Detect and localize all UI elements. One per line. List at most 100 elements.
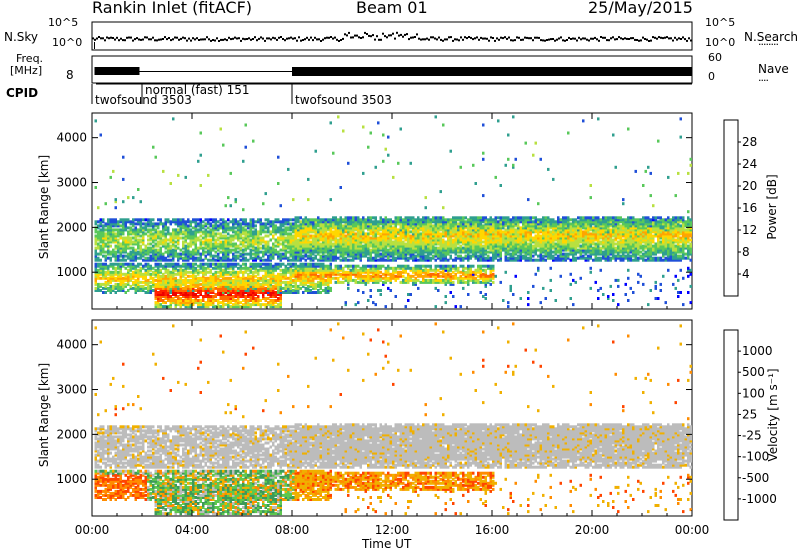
power-cell bbox=[464, 266, 467, 270]
power-cell bbox=[194, 232, 197, 236]
power-cell bbox=[304, 216, 307, 220]
power-cell bbox=[192, 284, 195, 288]
power-cell bbox=[169, 278, 172, 282]
power-cell bbox=[244, 228, 247, 232]
power-cell bbox=[169, 274, 172, 278]
power-cell bbox=[137, 242, 140, 246]
power-cell bbox=[142, 222, 145, 226]
power-cell bbox=[159, 262, 162, 266]
power-cell bbox=[182, 301, 185, 305]
power-cell bbox=[424, 264, 427, 268]
power-cell bbox=[209, 264, 212, 268]
power-cell bbox=[424, 216, 427, 220]
power-cell bbox=[194, 248, 197, 252]
power-cell bbox=[172, 117, 175, 121]
power-cell bbox=[117, 278, 120, 282]
power-cell bbox=[157, 293, 160, 296]
power-cell bbox=[127, 268, 130, 272]
power-cell bbox=[107, 222, 110, 226]
power-cell bbox=[217, 220, 220, 224]
power-cell bbox=[137, 244, 140, 248]
power-cell bbox=[109, 230, 112, 234]
power-cell bbox=[154, 274, 157, 278]
power-cell bbox=[462, 216, 465, 220]
power-cell bbox=[152, 246, 155, 250]
power-cell bbox=[457, 276, 460, 280]
power-cell bbox=[137, 238, 140, 242]
power-cell bbox=[329, 286, 332, 290]
power-cell bbox=[122, 244, 125, 248]
power-cell bbox=[97, 234, 100, 238]
power-cell bbox=[117, 289, 120, 292]
power-cell bbox=[94, 264, 97, 268]
power-cell bbox=[154, 264, 157, 268]
power-cell bbox=[287, 218, 290, 222]
power-cell bbox=[124, 226, 127, 230]
power-cell bbox=[334, 280, 337, 284]
power-cell bbox=[194, 234, 197, 238]
power-cell bbox=[114, 240, 117, 244]
power-cell bbox=[167, 274, 170, 278]
power-cell bbox=[227, 276, 230, 280]
power-cell bbox=[157, 226, 160, 230]
power-cell bbox=[299, 220, 302, 224]
power-cell bbox=[187, 278, 190, 282]
power-cell bbox=[137, 232, 140, 236]
power-cell bbox=[197, 222, 200, 226]
power-cell bbox=[164, 293, 167, 296]
power-cell bbox=[177, 252, 180, 256]
power-cell bbox=[399, 264, 402, 268]
power-cell bbox=[104, 280, 107, 284]
power-cell bbox=[124, 220, 127, 224]
power-cell bbox=[117, 250, 120, 254]
power-cell bbox=[302, 218, 305, 222]
power-cell bbox=[139, 234, 142, 238]
power-cell bbox=[144, 222, 147, 226]
power-cell bbox=[197, 278, 200, 282]
power-cell bbox=[159, 246, 162, 250]
power-cell bbox=[109, 175, 112, 179]
power-cell bbox=[159, 250, 162, 254]
power-cell bbox=[142, 286, 145, 290]
power-cell bbox=[172, 230, 175, 234]
nsky-point bbox=[678, 37, 680, 40]
power-cell bbox=[132, 280, 135, 284]
power-cell bbox=[367, 216, 370, 220]
power-cell bbox=[432, 216, 435, 220]
nsky-point bbox=[640, 39, 642, 42]
nsky-point bbox=[352, 36, 354, 39]
power-cell bbox=[192, 280, 195, 284]
power-cell bbox=[297, 264, 300, 268]
power-cell bbox=[172, 258, 175, 262]
power-cell bbox=[164, 222, 167, 226]
power-cell bbox=[164, 258, 167, 262]
power-cell bbox=[357, 268, 360, 272]
power-cell bbox=[144, 246, 147, 250]
power-cell bbox=[194, 226, 197, 230]
power-cell bbox=[199, 246, 202, 250]
power-cell bbox=[174, 222, 177, 226]
power-cell bbox=[177, 262, 180, 266]
power-cell bbox=[139, 240, 142, 244]
power-cell bbox=[212, 278, 215, 282]
nsky-point bbox=[118, 39, 120, 42]
power-cell bbox=[412, 278, 415, 282]
power-cell bbox=[249, 238, 252, 242]
power-cell bbox=[194, 278, 197, 282]
power-cell bbox=[199, 238, 202, 242]
power-cell bbox=[257, 262, 260, 266]
power-cell bbox=[112, 289, 115, 292]
power-cell bbox=[222, 268, 225, 272]
power-cell bbox=[124, 222, 127, 226]
power-cell bbox=[124, 278, 127, 282]
power-cell bbox=[204, 236, 207, 240]
power-cell bbox=[357, 301, 360, 305]
power-cell bbox=[357, 280, 360, 284]
power-cell bbox=[102, 282, 105, 286]
power-cell bbox=[394, 295, 397, 298]
power-cell bbox=[119, 282, 122, 286]
power-cell bbox=[124, 258, 127, 262]
power-cell bbox=[377, 258, 380, 262]
power-cell bbox=[104, 232, 107, 236]
power-cell bbox=[172, 242, 175, 246]
